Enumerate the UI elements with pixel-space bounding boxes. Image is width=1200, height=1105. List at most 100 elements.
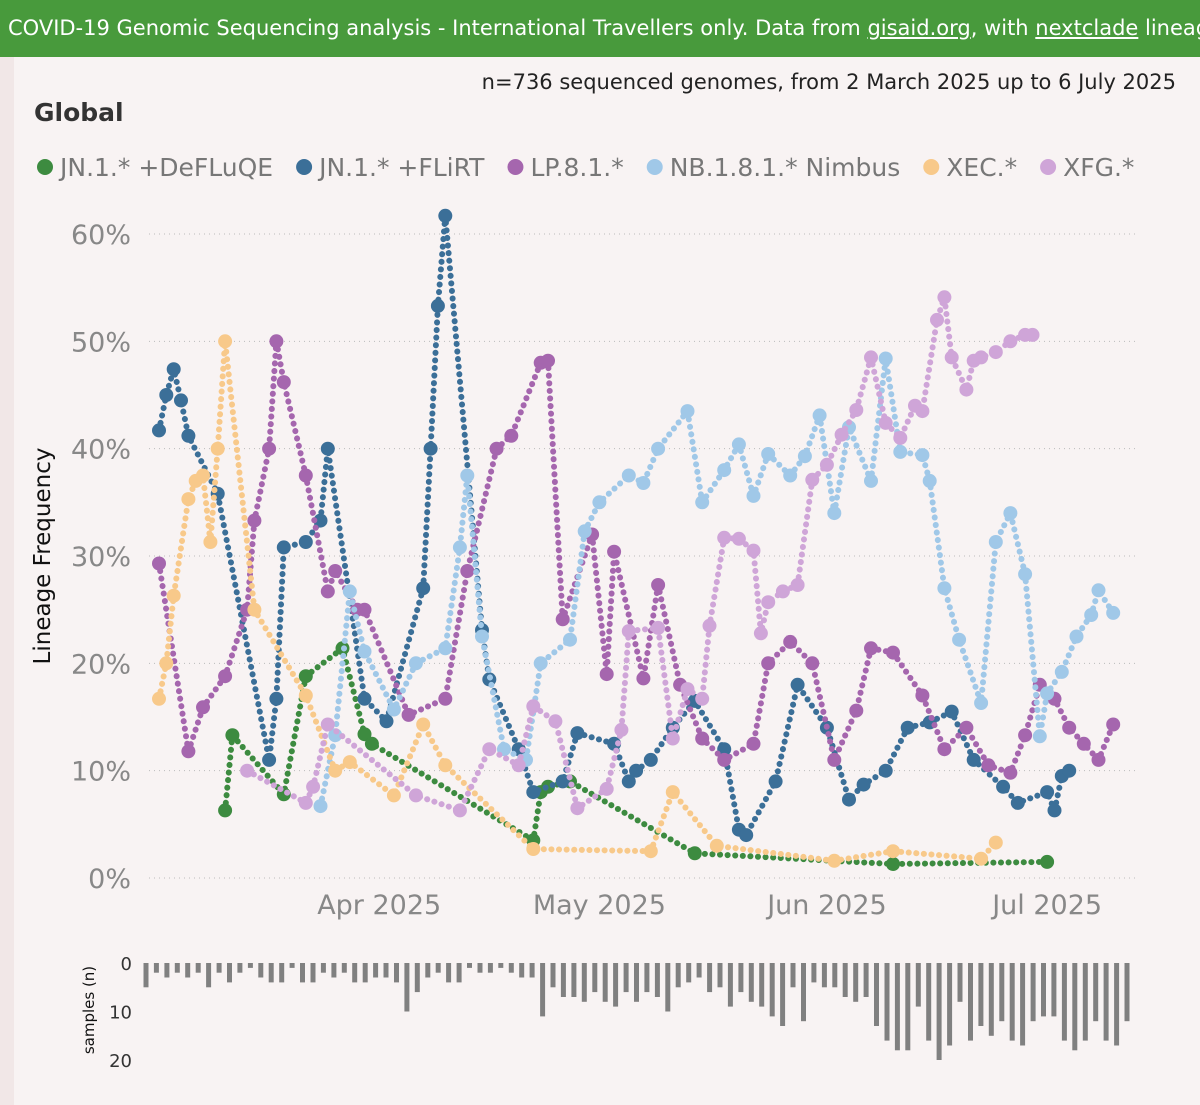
data-point <box>460 468 475 483</box>
data-point <box>864 350 878 365</box>
data-point <box>511 758 526 773</box>
data-point <box>761 656 776 671</box>
samples-bar <box>832 963 838 988</box>
samples-y-tick-label: 20 <box>109 1051 132 1072</box>
data-point <box>1091 752 1106 767</box>
data-point <box>548 714 563 729</box>
data-point <box>489 441 504 456</box>
samples-bar <box>1082 963 1088 1041</box>
y-tick-label: 20% <box>71 649 131 680</box>
samples-bar <box>174 963 180 973</box>
data-point <box>555 612 570 627</box>
data-point <box>159 388 174 402</box>
data-point <box>812 408 827 423</box>
samples-bar <box>665 963 671 1012</box>
legend-marker-nb-1-8-1-nimbus <box>646 159 663 175</box>
data-point <box>320 584 335 599</box>
samples-bar <box>185 963 191 978</box>
data-point <box>526 842 541 856</box>
data-point <box>842 792 856 807</box>
samples-bar <box>644 963 650 993</box>
samples-bar <box>654 963 660 997</box>
data-point <box>709 838 724 853</box>
samples-bar <box>790 963 796 988</box>
data-point <box>247 513 262 528</box>
data-point <box>1040 686 1055 701</box>
data-point <box>452 540 467 555</box>
y-tick-label: 30% <box>71 542 131 573</box>
samples-bar <box>320 963 326 973</box>
series-xec <box>152 334 1003 868</box>
data-point <box>731 531 746 546</box>
x-tick-label: Jul 2025 <box>990 890 1102 921</box>
data-point <box>695 731 710 746</box>
banner-prefix: COVID-19 Genomic Sequencing analysis - I… <box>8 16 868 40</box>
data-point <box>864 473 878 488</box>
data-point <box>761 595 776 610</box>
series-xfg <box>240 290 1040 818</box>
samples-bar <box>1041 963 1046 1017</box>
chart-subtitle: n=736 sequenced genomes, from 2 March 20… <box>482 70 1176 94</box>
data-point <box>533 656 548 671</box>
samples-bar <box>821 963 827 988</box>
data-point <box>174 393 188 408</box>
samples-bar <box>341 963 347 973</box>
data-point <box>218 669 233 684</box>
data-point <box>922 473 937 488</box>
samples-bar <box>300 963 305 983</box>
data-point <box>430 298 445 313</box>
data-point <box>328 564 343 578</box>
legend-label-jn-1-defluqe: JN.1.* +DeFLuQE <box>58 153 273 182</box>
legend-label-lp-8-1: LP.8.1.* <box>530 153 623 182</box>
data-point <box>269 334 284 349</box>
samples-y-tick-label: 10 <box>109 1003 132 1024</box>
samples-bar <box>477 963 483 973</box>
data-point <box>298 795 313 810</box>
data-point <box>577 524 592 539</box>
samples-bar <box>560 963 566 997</box>
data-point <box>1069 629 1084 644</box>
data-point <box>196 700 210 715</box>
data-point <box>629 763 644 778</box>
samples-bar <box>894 963 900 1051</box>
data-point <box>981 758 996 773</box>
lineage-frequency-chart: n=736 sequenced genomes, from 2 March 20… <box>30 70 1176 1072</box>
data-point <box>218 334 233 349</box>
data-point <box>915 688 930 703</box>
data-point <box>152 691 166 706</box>
data-point <box>974 851 989 866</box>
data-point <box>262 441 277 456</box>
samples-bar <box>383 963 389 978</box>
legend-label-xfg: XFG.* <box>1063 153 1134 182</box>
nextclade-link[interactable]: nextclade <box>1035 16 1139 40</box>
samples-bar <box>884 963 890 1041</box>
data-point <box>1091 583 1106 598</box>
data-point <box>342 584 357 599</box>
data-point <box>753 626 768 641</box>
samples-bar <box>1030 963 1036 1022</box>
data-point <box>1018 567 1033 582</box>
data-point <box>827 853 842 868</box>
samples-bar <box>707 963 713 993</box>
data-point <box>695 691 710 706</box>
gisaid-link[interactable]: gisaid.org <box>867 16 971 40</box>
samples-bar <box>988 963 994 1036</box>
samples-bar <box>696 963 702 978</box>
data-point <box>1062 763 1077 778</box>
series-line-lp-8-1 <box>156 340 1117 777</box>
data-point <box>651 620 666 635</box>
data-point <box>827 506 842 521</box>
samples-bar <box>1009 963 1015 1041</box>
data-point <box>1054 664 1069 679</box>
data-point <box>849 403 864 417</box>
samples-bar <box>936 963 942 1060</box>
data-point <box>152 556 166 571</box>
data-point <box>342 755 357 770</box>
legend-marker-xec <box>923 159 940 175</box>
data-point <box>592 495 607 510</box>
data-point <box>768 774 783 789</box>
data-point <box>636 671 651 686</box>
samples-bar <box>1114 963 1120 1046</box>
samples-bar <box>310 963 316 983</box>
samples-bar <box>623 963 629 993</box>
